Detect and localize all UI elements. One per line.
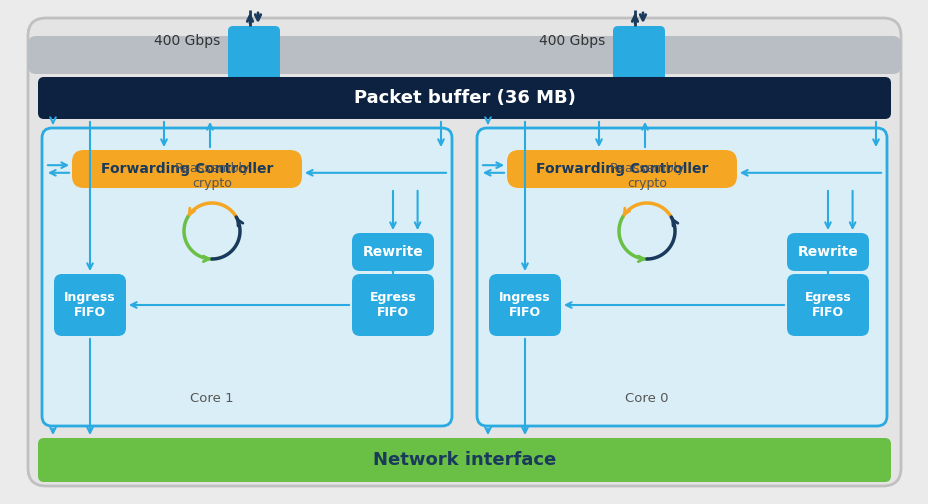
FancyBboxPatch shape (72, 150, 302, 188)
FancyBboxPatch shape (28, 36, 900, 74)
Text: Core 1: Core 1 (190, 392, 234, 405)
FancyBboxPatch shape (38, 438, 890, 482)
Text: Core 0: Core 0 (625, 392, 668, 405)
FancyBboxPatch shape (42, 128, 452, 426)
FancyBboxPatch shape (476, 128, 886, 426)
FancyBboxPatch shape (786, 274, 868, 336)
Text: Packet buffer (36 MB): Packet buffer (36 MB) (354, 89, 574, 107)
FancyBboxPatch shape (488, 274, 561, 336)
FancyBboxPatch shape (54, 274, 126, 336)
Text: Egress
FIFO: Egress FIFO (369, 291, 416, 319)
Text: 400 Gbps: 400 Gbps (154, 34, 220, 48)
Text: Forwarding Controller: Forwarding Controller (101, 162, 273, 176)
FancyBboxPatch shape (352, 274, 433, 336)
FancyBboxPatch shape (38, 77, 890, 119)
Text: Reassembly
crypto: Reassembly crypto (609, 162, 684, 190)
Text: Reassembly
crypto: Reassembly crypto (174, 162, 250, 190)
Text: Ingress
FIFO: Ingress FIFO (64, 291, 116, 319)
Text: Rewrite: Rewrite (797, 245, 857, 259)
Text: Forwarding Controller: Forwarding Controller (535, 162, 707, 176)
FancyBboxPatch shape (612, 26, 664, 84)
FancyBboxPatch shape (507, 150, 736, 188)
FancyBboxPatch shape (786, 233, 868, 271)
FancyBboxPatch shape (227, 26, 279, 84)
Text: Ingress
FIFO: Ingress FIFO (498, 291, 550, 319)
Text: 400 Gbps: 400 Gbps (538, 34, 604, 48)
Text: Rewrite: Rewrite (362, 245, 423, 259)
FancyBboxPatch shape (28, 18, 900, 486)
Text: Network interface: Network interface (372, 451, 556, 469)
FancyBboxPatch shape (352, 233, 433, 271)
Text: Egress
FIFO: Egress FIFO (804, 291, 850, 319)
